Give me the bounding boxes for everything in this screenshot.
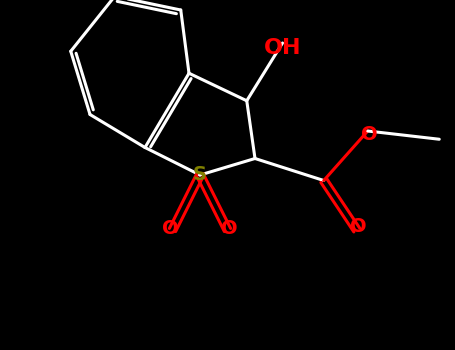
- Text: S: S: [193, 166, 207, 184]
- Text: O: O: [162, 218, 179, 238]
- Text: OH: OH: [264, 38, 301, 58]
- Text: O: O: [361, 125, 378, 144]
- Text: O: O: [350, 217, 367, 237]
- Text: O: O: [221, 218, 238, 238]
